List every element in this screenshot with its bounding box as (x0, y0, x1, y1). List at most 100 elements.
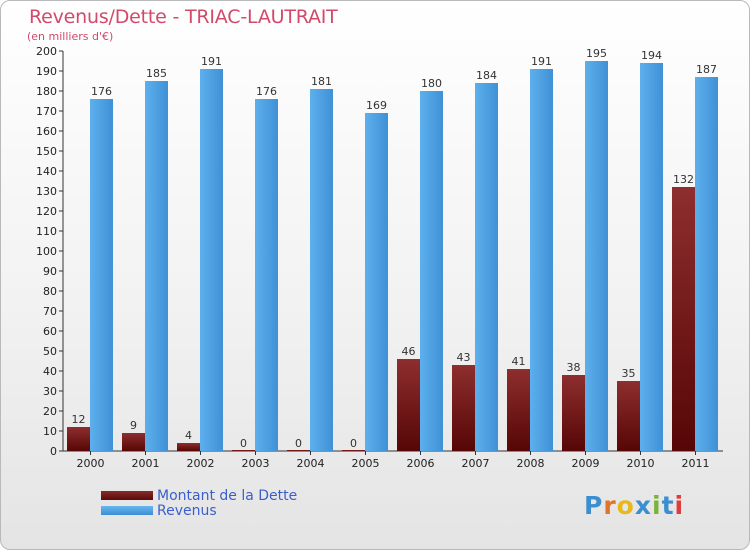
x-tick-label: 2008 (517, 457, 545, 470)
data-label: 185 (146, 67, 167, 80)
bar-dette (287, 450, 310, 451)
x-tick-label: 2003 (242, 457, 270, 470)
bar-dette (562, 375, 585, 451)
y-tick-label: 180 (36, 85, 57, 98)
y-tick-label: 0 (50, 445, 57, 458)
x-tick-label: 2007 (462, 457, 490, 470)
bar-dette (507, 369, 530, 451)
proxiti-logo: Proxiti (584, 491, 684, 520)
y-tick-label: 10 (43, 425, 57, 438)
data-label: 195 (586, 47, 607, 60)
bar-revenus (475, 83, 498, 451)
data-label: 35 (622, 367, 636, 380)
data-label: 132 (673, 173, 694, 186)
bar-dette (342, 450, 365, 451)
legend-label-revenus: Revenus (157, 502, 217, 519)
data-label: 187 (696, 63, 717, 76)
data-label: 0 (350, 437, 357, 450)
x-tick-label: 2005 (352, 457, 380, 470)
bar-revenus (640, 63, 663, 451)
legend-swatch-revenus (101, 506, 153, 515)
data-label: 43 (457, 351, 471, 364)
y-tick-label: 190 (36, 65, 57, 78)
data-label: 194 (641, 49, 662, 62)
y-tick-label: 120 (36, 205, 57, 218)
bar-revenus (310, 89, 333, 451)
y-tick-label: 90 (43, 265, 57, 278)
bar-revenus (530, 69, 553, 451)
bar-dette (232, 450, 255, 451)
chart-title: Revenus/Dette - TRIAC-LAUTRAIT (29, 6, 338, 28)
data-label: 0 (240, 437, 247, 450)
y-tick-label: 70 (43, 305, 57, 318)
legend-swatch-debt (101, 491, 153, 500)
y-tick-label: 130 (36, 185, 57, 198)
logo-letter: P (584, 491, 604, 520)
bar-revenus (585, 61, 608, 451)
bar-dette (67, 427, 90, 451)
y-tick-label: 110 (36, 225, 57, 238)
x-tick-label: 2002 (187, 457, 215, 470)
x-tick-label: 2000 (77, 457, 105, 470)
x-tick-label: 2006 (407, 457, 435, 470)
y-tick-label: 60 (43, 325, 57, 338)
y-tick-label: 140 (36, 165, 57, 178)
bar-dette (177, 443, 200, 451)
legend-item-revenus: Revenus (101, 502, 297, 519)
bar-revenus (145, 81, 168, 451)
data-label: 176 (256, 85, 277, 98)
y-tick-label: 200 (36, 45, 57, 58)
logo-letter: o (616, 491, 635, 520)
y-tick-label: 40 (43, 365, 57, 378)
y-tick-label: 150 (36, 145, 57, 158)
y-tick-label: 50 (43, 345, 57, 358)
bar-revenus (200, 69, 223, 451)
data-label: 176 (91, 85, 112, 98)
bar-revenus (365, 113, 388, 451)
legend: Montant de la Dette Revenus (101, 487, 298, 519)
bar-dette (452, 365, 475, 451)
logo-letter: r (603, 491, 617, 520)
chart-subtitle: (en milliers d'€) (27, 30, 114, 43)
x-tick-label: 2001 (132, 457, 160, 470)
data-label: 184 (476, 69, 497, 82)
bar-dette (617, 381, 640, 451)
x-tick-label: 2011 (682, 457, 710, 470)
logo-letter: i (652, 491, 662, 520)
data-label: 46 (402, 345, 416, 358)
bar-dette (397, 359, 420, 451)
data-label: 191 (201, 55, 222, 68)
bar-revenus (255, 99, 278, 451)
bar-dette (672, 187, 695, 451)
logo-letter: i (674, 491, 685, 520)
x-tick-label: 2010 (627, 457, 655, 470)
data-label: 0 (295, 437, 302, 450)
bar-revenus (420, 91, 443, 451)
bar-revenus (695, 77, 718, 451)
bar-dette (122, 433, 145, 451)
data-label: 4 (185, 429, 192, 442)
y-tick-label: 170 (36, 105, 57, 118)
data-label: 41 (512, 355, 526, 368)
bar-revenus (90, 99, 113, 451)
data-label: 12 (72, 413, 86, 426)
y-tick-label: 100 (36, 245, 57, 258)
data-label: 181 (311, 75, 332, 88)
data-label: 169 (366, 99, 387, 112)
x-tick-label: 2009 (572, 457, 600, 470)
legend-label-debt: Montant de la Dette (157, 487, 298, 504)
y-tick-label: 20 (43, 405, 57, 418)
logo-letter: t (661, 491, 675, 520)
x-tick-label: 2004 (297, 457, 325, 470)
legend-item-debt: Montant de la Dette (101, 487, 298, 504)
y-tick-label: 80 (43, 285, 57, 298)
data-label: 180 (421, 77, 442, 90)
data-label: 191 (531, 55, 552, 68)
y-tick-label: 160 (36, 125, 57, 138)
data-label: 9 (130, 419, 137, 432)
y-tick-label: 30 (43, 385, 57, 398)
data-label: 38 (567, 361, 581, 374)
logo-letter: x (634, 491, 652, 520)
